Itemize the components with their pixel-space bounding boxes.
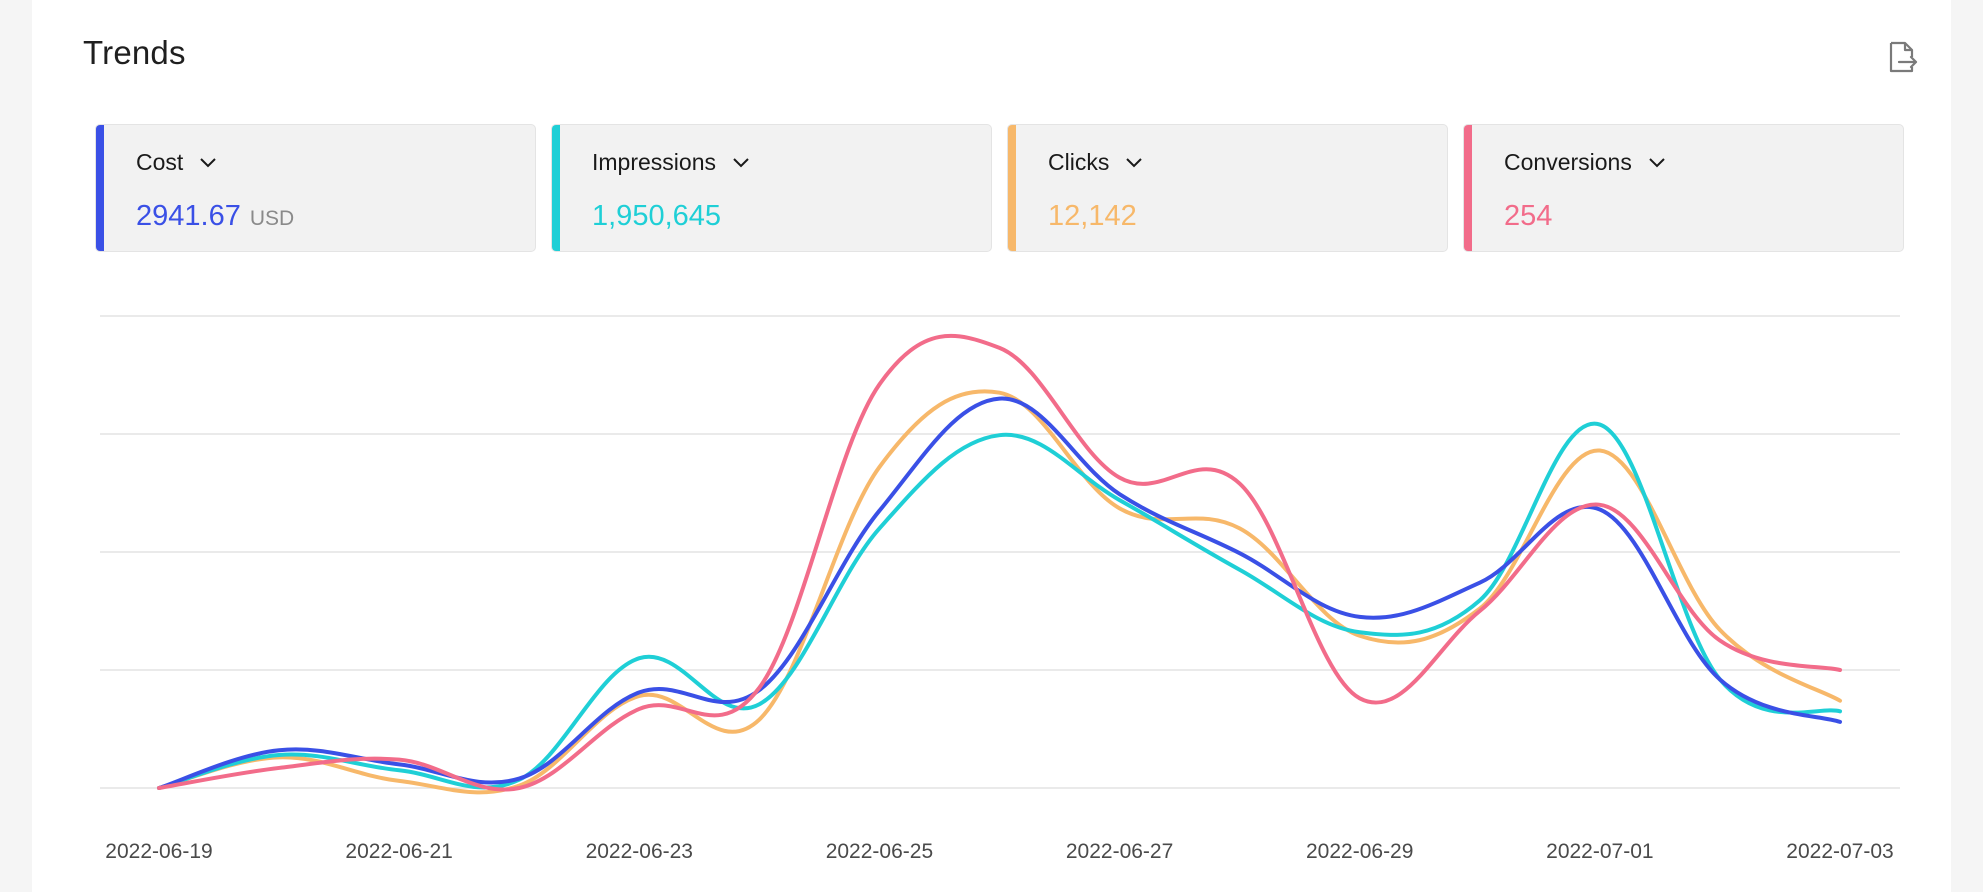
chevron-down-icon[interactable]	[199, 157, 217, 169]
x-tick-label: 2022-06-21	[345, 840, 452, 863]
metric-label: Cost	[136, 149, 184, 175]
series-line-cost	[157, 396, 1842, 790]
metric-value: 254	[1504, 200, 1553, 232]
x-tick-label: 2022-07-01	[1546, 840, 1653, 863]
series-line-impressions	[157, 421, 1842, 790]
metric-value: 2941.67	[136, 200, 241, 232]
x-tick-label: 2022-07-03	[1786, 840, 1893, 863]
metric-unit: USD	[249, 207, 295, 230]
metric-card-conversions[interactable]: Conversions 254	[1463, 124, 1904, 252]
metric-value: 1,950,645	[592, 200, 722, 232]
x-tick-label: 2022-06-29	[1306, 840, 1413, 863]
chevron-down-icon[interactable]	[732, 157, 750, 169]
metric-value: 12,142	[1048, 200, 1137, 232]
metric-label: Impressions	[592, 149, 716, 175]
x-tick-label: 2022-06-19	[105, 840, 212, 863]
page-title: Trends	[83, 34, 186, 71]
export-button[interactable]	[1886, 40, 1918, 74]
metric-accent	[96, 125, 104, 251]
metric-accent	[552, 125, 560, 251]
chevron-down-icon[interactable]	[1125, 157, 1143, 169]
x-tick-label: 2022-06-27	[1066, 840, 1173, 863]
metric-accent	[1464, 125, 1472, 251]
metric-label: Conversions	[1504, 149, 1632, 175]
metric-accent	[1008, 125, 1016, 251]
trend-line-chart: 2022-06-19 2022-06-21 2022-06-23 2022-06-25…	[100, 315, 1900, 863]
chart-x-axis: 2022-06-19 2022-06-21 2022-06-23 2022-06-25…	[105, 840, 1893, 863]
metric-card-impressions[interactable]: Impressions 1,950,645	[551, 124, 992, 252]
chart-series	[157, 333, 1842, 795]
metric-label: Clicks	[1048, 149, 1110, 175]
export-file-icon	[1889, 41, 1918, 73]
x-tick-label: 2022-06-23	[586, 840, 693, 863]
metric-cards: Cost 2941.67 USD Impressions 1,950,645	[95, 124, 1937, 253]
series-line-conversions	[157, 333, 1842, 792]
metric-card-cost[interactable]: Cost 2941.67 USD	[95, 124, 536, 252]
chevron-down-icon[interactable]	[1648, 157, 1666, 169]
chart-grid	[100, 315, 1900, 789]
trends-panel: Trends Cost 2941.67 USD I	[32, 0, 1951, 892]
x-tick-label: 2022-06-25	[826, 840, 933, 863]
series-line-clicks	[157, 389, 1842, 795]
metric-card-clicks[interactable]: Clicks 12,142	[1007, 124, 1448, 252]
